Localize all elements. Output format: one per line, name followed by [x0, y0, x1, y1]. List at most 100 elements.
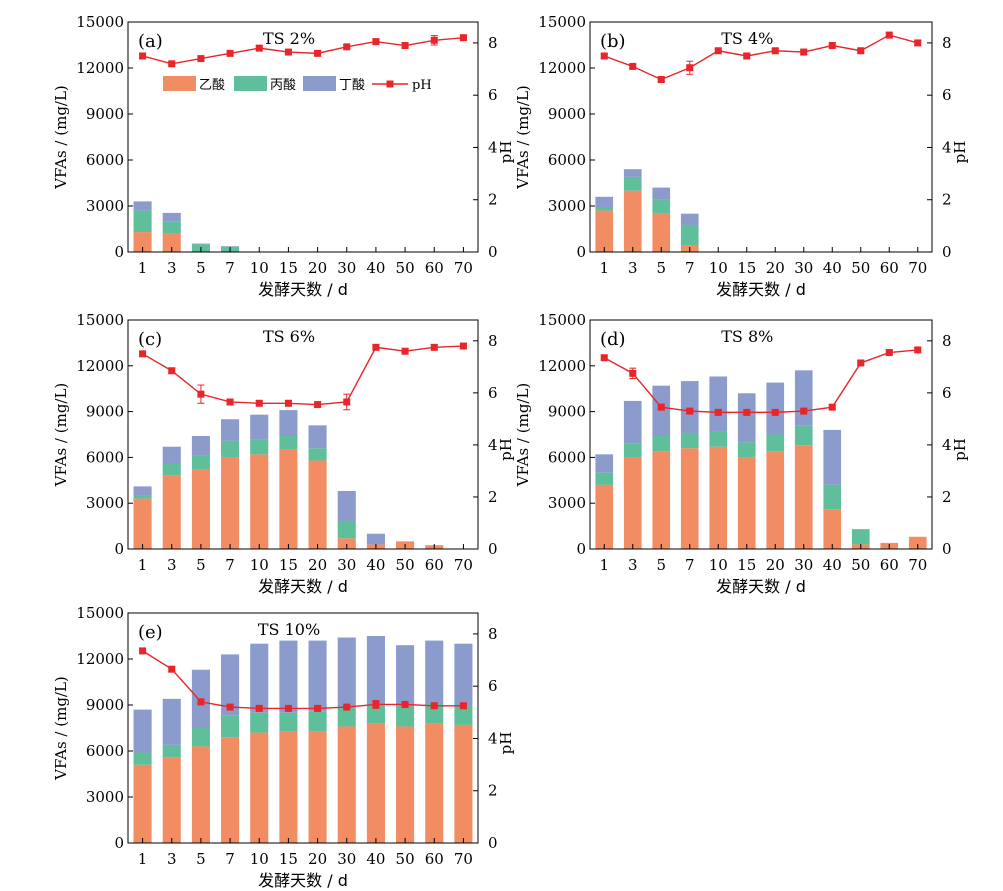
right-tick-label: 6	[488, 384, 498, 402]
bar-propionic-15	[737, 442, 756, 458]
x-tick-label: 20	[308, 850, 327, 868]
bar-propionic-10	[709, 431, 728, 447]
left-tick-label: 3000	[86, 197, 124, 215]
x-tick-label: 3	[167, 259, 177, 277]
right-axis-label: pH	[951, 438, 969, 461]
right-tick-label: 8	[488, 625, 498, 643]
right-tick-label: 6	[488, 86, 498, 104]
bar-acetic-1	[133, 232, 152, 252]
bar-butyric-30	[337, 490, 356, 522]
bar-propionic-1	[595, 207, 614, 211]
x-tick-label: 10	[709, 259, 728, 277]
x-tick-label: 3	[628, 259, 638, 277]
x-axis-label: 发酵天数 / d	[716, 577, 806, 596]
x-tick-label: 20	[308, 556, 327, 574]
ph-point-5	[197, 55, 205, 63]
bar-acetic-20	[766, 451, 785, 549]
bar-acetic-70	[454, 724, 473, 843]
ph-point-10	[255, 399, 263, 407]
x-tick-label: 70	[908, 556, 927, 574]
bar-butyric-40	[366, 636, 385, 705]
left-tick-label: 12000	[76, 650, 124, 668]
legend: 乙酸 丙酸 丁酸 pH	[163, 76, 432, 93]
bar-acetic-60	[425, 723, 444, 843]
right-axis-label: pH	[951, 141, 969, 164]
ph-point-30	[343, 43, 351, 51]
x-axis-label: 发酵天数 / d	[258, 280, 348, 299]
bar-butyric-1	[133, 486, 152, 496]
x-tick-label: 3	[167, 850, 177, 868]
ph-point-15	[284, 48, 292, 56]
bar-propionic-40	[366, 705, 385, 724]
panel-title: TS 2%	[263, 29, 315, 48]
bar-propionic-30	[337, 706, 356, 727]
ph-point-7	[686, 407, 694, 415]
x-tick-label: 70	[454, 556, 473, 574]
plot-frame	[127, 21, 479, 253]
left-tick-label: 0	[114, 540, 124, 558]
left-tick-label: 3000	[86, 788, 124, 806]
bar-propionic-1	[133, 210, 152, 233]
left-tick-label: 15000	[76, 311, 124, 329]
left-tick-label: 0	[114, 243, 124, 261]
left-tick-label: 0	[114, 834, 124, 852]
left-tick-label: 15000	[76, 604, 124, 622]
bar-butyric-3	[162, 698, 181, 745]
ph-line	[142, 345, 464, 406]
bar-acetic-5	[652, 451, 671, 549]
right-tick-label: 0	[488, 834, 498, 852]
bar-acetic-15	[737, 457, 756, 549]
left-tick-label: 15000	[76, 13, 124, 31]
bar-propionic-5	[191, 728, 210, 747]
bar-butyric-30	[794, 370, 813, 426]
ph-point-70	[459, 342, 467, 350]
left-tick-label: 9000	[548, 403, 586, 421]
ph-line	[142, 36, 464, 65]
x-tick-label: 15	[737, 556, 756, 574]
panel-title: TS 10%	[258, 620, 320, 639]
ph-point-60	[885, 349, 893, 357]
left-tick-label: 9000	[86, 105, 124, 123]
bar-acetic-30	[337, 726, 356, 843]
bar-acetic-10	[250, 732, 269, 843]
ph-line	[603, 349, 918, 414]
x-tick-label: 30	[794, 259, 813, 277]
ph-point-3	[629, 62, 637, 70]
right-axis-label: pH	[497, 141, 515, 164]
right-tick-label: 6	[488, 677, 498, 695]
right-tick-label: 6	[942, 86, 952, 104]
ph-point-40	[372, 700, 380, 708]
bar-butyric-3	[162, 446, 181, 464]
bar-propionic-5	[652, 436, 671, 452]
panel-label: (e)	[138, 622, 163, 643]
bar-acetic-50	[396, 726, 415, 843]
right-axis-label: pH	[497, 732, 515, 755]
left-axis-label: VFAs / (mg/L)	[52, 676, 70, 781]
bar-butyric-50	[396, 645, 415, 707]
right-tick-label: 0	[942, 540, 952, 558]
plot-frame	[589, 21, 933, 253]
bar-butyric-3	[162, 212, 181, 222]
panel-label: (c)	[138, 329, 162, 350]
bar-acetic-15	[279, 449, 298, 549]
bar-propionic-15	[279, 436, 298, 450]
ph-line	[604, 34, 918, 81]
bar-butyric-5	[191, 436, 210, 456]
ph-point-20	[314, 49, 322, 57]
left-tick-label: 12000	[538, 59, 586, 77]
bar-butyric-10	[709, 376, 728, 432]
x-tick-label: 40	[366, 556, 385, 574]
right-tick-label: 0	[942, 243, 952, 261]
bar-butyric-20	[308, 425, 327, 449]
ph-point-60	[430, 343, 438, 351]
legend-label-butyric: 丁酸	[339, 78, 365, 93]
bar-propionic-3	[623, 176, 642, 191]
right-tick-label: 8	[488, 34, 498, 52]
x-tick-label: 10	[250, 259, 269, 277]
x-tick-label: 7	[685, 259, 695, 277]
right-tick-label: 4	[488, 729, 498, 747]
right-tick-label: 4	[942, 138, 952, 156]
bar-propionic-20	[308, 448, 327, 461]
x-tick-label: 20	[766, 556, 785, 574]
x-tick-label: 40	[366, 850, 385, 868]
